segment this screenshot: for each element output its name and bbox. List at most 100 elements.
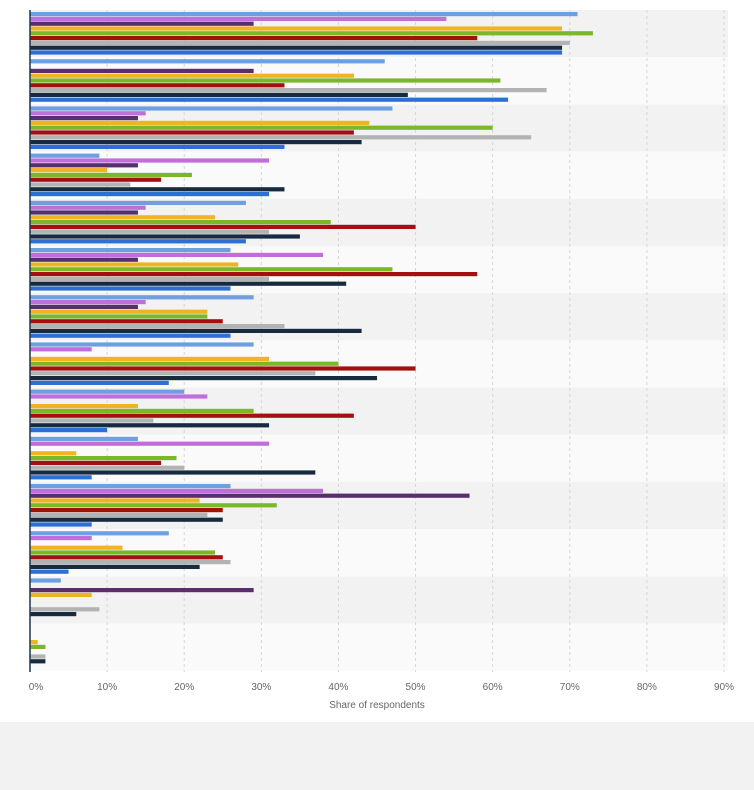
bar — [30, 116, 138, 121]
bar — [30, 97, 509, 102]
bar — [30, 163, 138, 168]
bar-marks — [30, 12, 593, 664]
bar — [30, 441, 270, 446]
bar — [30, 356, 270, 361]
bar — [30, 451, 77, 456]
x-tick-label: 0% — [29, 682, 44, 693]
bar — [30, 488, 324, 493]
bar — [30, 508, 223, 513]
bar — [30, 144, 285, 149]
bar — [30, 229, 270, 234]
bar — [30, 300, 146, 305]
bar — [30, 333, 231, 338]
bar — [30, 475, 92, 480]
bar — [30, 106, 393, 111]
bar — [30, 578, 61, 583]
bar — [30, 361, 339, 366]
horizontal-bar-chart: 0% 10% 20% 30% 40% 50% 60% 70% 80% 90% Share of r… — [29, 10, 734, 711]
bar — [30, 423, 270, 428]
bar — [30, 177, 162, 182]
bar — [30, 314, 208, 319]
bar — [30, 654, 46, 659]
bar — [30, 12, 578, 17]
bar — [30, 659, 46, 664]
bar — [30, 380, 169, 385]
bar — [30, 607, 100, 612]
bar — [30, 550, 216, 555]
bar — [30, 640, 38, 645]
bar — [30, 389, 185, 394]
bar — [30, 26, 563, 31]
bar — [30, 555, 223, 560]
category-band — [30, 576, 728, 624]
bar — [30, 40, 570, 45]
category-band — [30, 623, 728, 671]
bar — [30, 257, 138, 262]
bar — [30, 493, 470, 498]
bar — [30, 187, 285, 192]
bar — [30, 588, 254, 593]
x-tick-label: 30% — [251, 682, 271, 693]
bar — [30, 592, 92, 597]
bar — [30, 569, 69, 574]
bar — [30, 205, 146, 210]
x-tick-label: 60% — [483, 682, 503, 693]
bar — [30, 83, 285, 88]
bar — [30, 140, 362, 145]
bar — [30, 428, 108, 433]
x-tick-label: 20% — [174, 682, 194, 693]
x-tick-label: 10% — [97, 682, 117, 693]
bar — [30, 220, 331, 225]
bar — [30, 224, 416, 229]
bar — [30, 366, 416, 371]
bar — [30, 309, 208, 314]
bar — [30, 215, 216, 220]
bar — [30, 130, 354, 135]
bar — [30, 158, 270, 163]
x-tick-labels: 0% 10% 20% 30% 40% 50% 60% 70% 80% 90% — [29, 682, 734, 693]
bar — [30, 404, 138, 409]
bar — [30, 347, 92, 352]
bar — [30, 168, 108, 173]
bar — [30, 319, 223, 324]
bar — [30, 200, 246, 205]
bar — [30, 644, 46, 649]
bar — [30, 153, 100, 158]
bar — [30, 88, 547, 93]
bar — [30, 456, 177, 461]
bar — [30, 16, 447, 21]
bar — [30, 68, 254, 73]
bar — [30, 371, 316, 376]
bar — [30, 503, 277, 508]
bar — [30, 276, 270, 281]
bar — [30, 234, 300, 239]
bar — [30, 73, 354, 78]
gridlines — [106, 10, 725, 672]
bar — [30, 522, 92, 527]
x-tick-label: 50% — [406, 682, 426, 693]
bar — [30, 394, 208, 399]
bar — [30, 267, 393, 272]
bar — [30, 59, 385, 64]
bar — [30, 512, 208, 517]
bar — [30, 498, 200, 503]
bar — [30, 465, 185, 470]
bar — [30, 545, 123, 550]
bar — [30, 182, 131, 187]
bar — [30, 120, 370, 125]
bar — [30, 281, 347, 286]
bar — [30, 470, 316, 475]
bar — [30, 50, 563, 55]
bar — [30, 78, 501, 83]
bar — [30, 31, 593, 36]
bar — [30, 36, 478, 41]
bar — [30, 111, 146, 116]
bar — [30, 304, 138, 309]
bar — [30, 239, 246, 244]
bar — [30, 262, 239, 267]
bar — [30, 460, 162, 465]
bar — [30, 286, 231, 291]
bar — [30, 413, 354, 418]
bar — [30, 45, 563, 50]
